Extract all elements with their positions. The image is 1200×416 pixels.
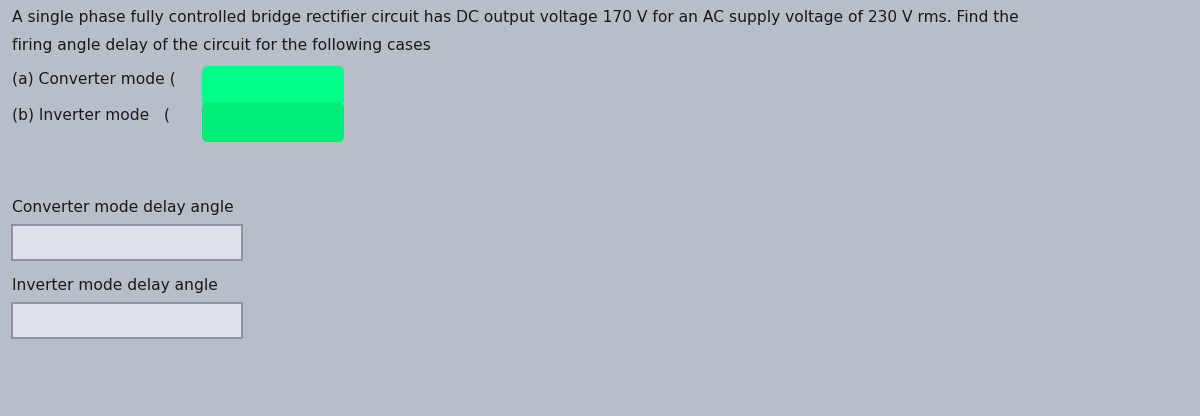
Text: A single phase fully controlled bridge rectifier circuit has DC output voltage 1: A single phase fully controlled bridge r… bbox=[12, 10, 1019, 25]
Text: (b) Inverter mode   (: (b) Inverter mode ( bbox=[12, 108, 170, 123]
FancyBboxPatch shape bbox=[12, 303, 242, 338]
Text: firing angle delay of the circuit for the following cases: firing angle delay of the circuit for th… bbox=[12, 38, 431, 53]
Text: Converter mode delay angle: Converter mode delay angle bbox=[12, 200, 234, 215]
FancyBboxPatch shape bbox=[202, 66, 344, 106]
Text: Inverter mode delay angle: Inverter mode delay angle bbox=[12, 278, 218, 293]
Text: (a) Converter mode (: (a) Converter mode ( bbox=[12, 72, 175, 87]
FancyBboxPatch shape bbox=[202, 102, 344, 142]
FancyBboxPatch shape bbox=[12, 225, 242, 260]
